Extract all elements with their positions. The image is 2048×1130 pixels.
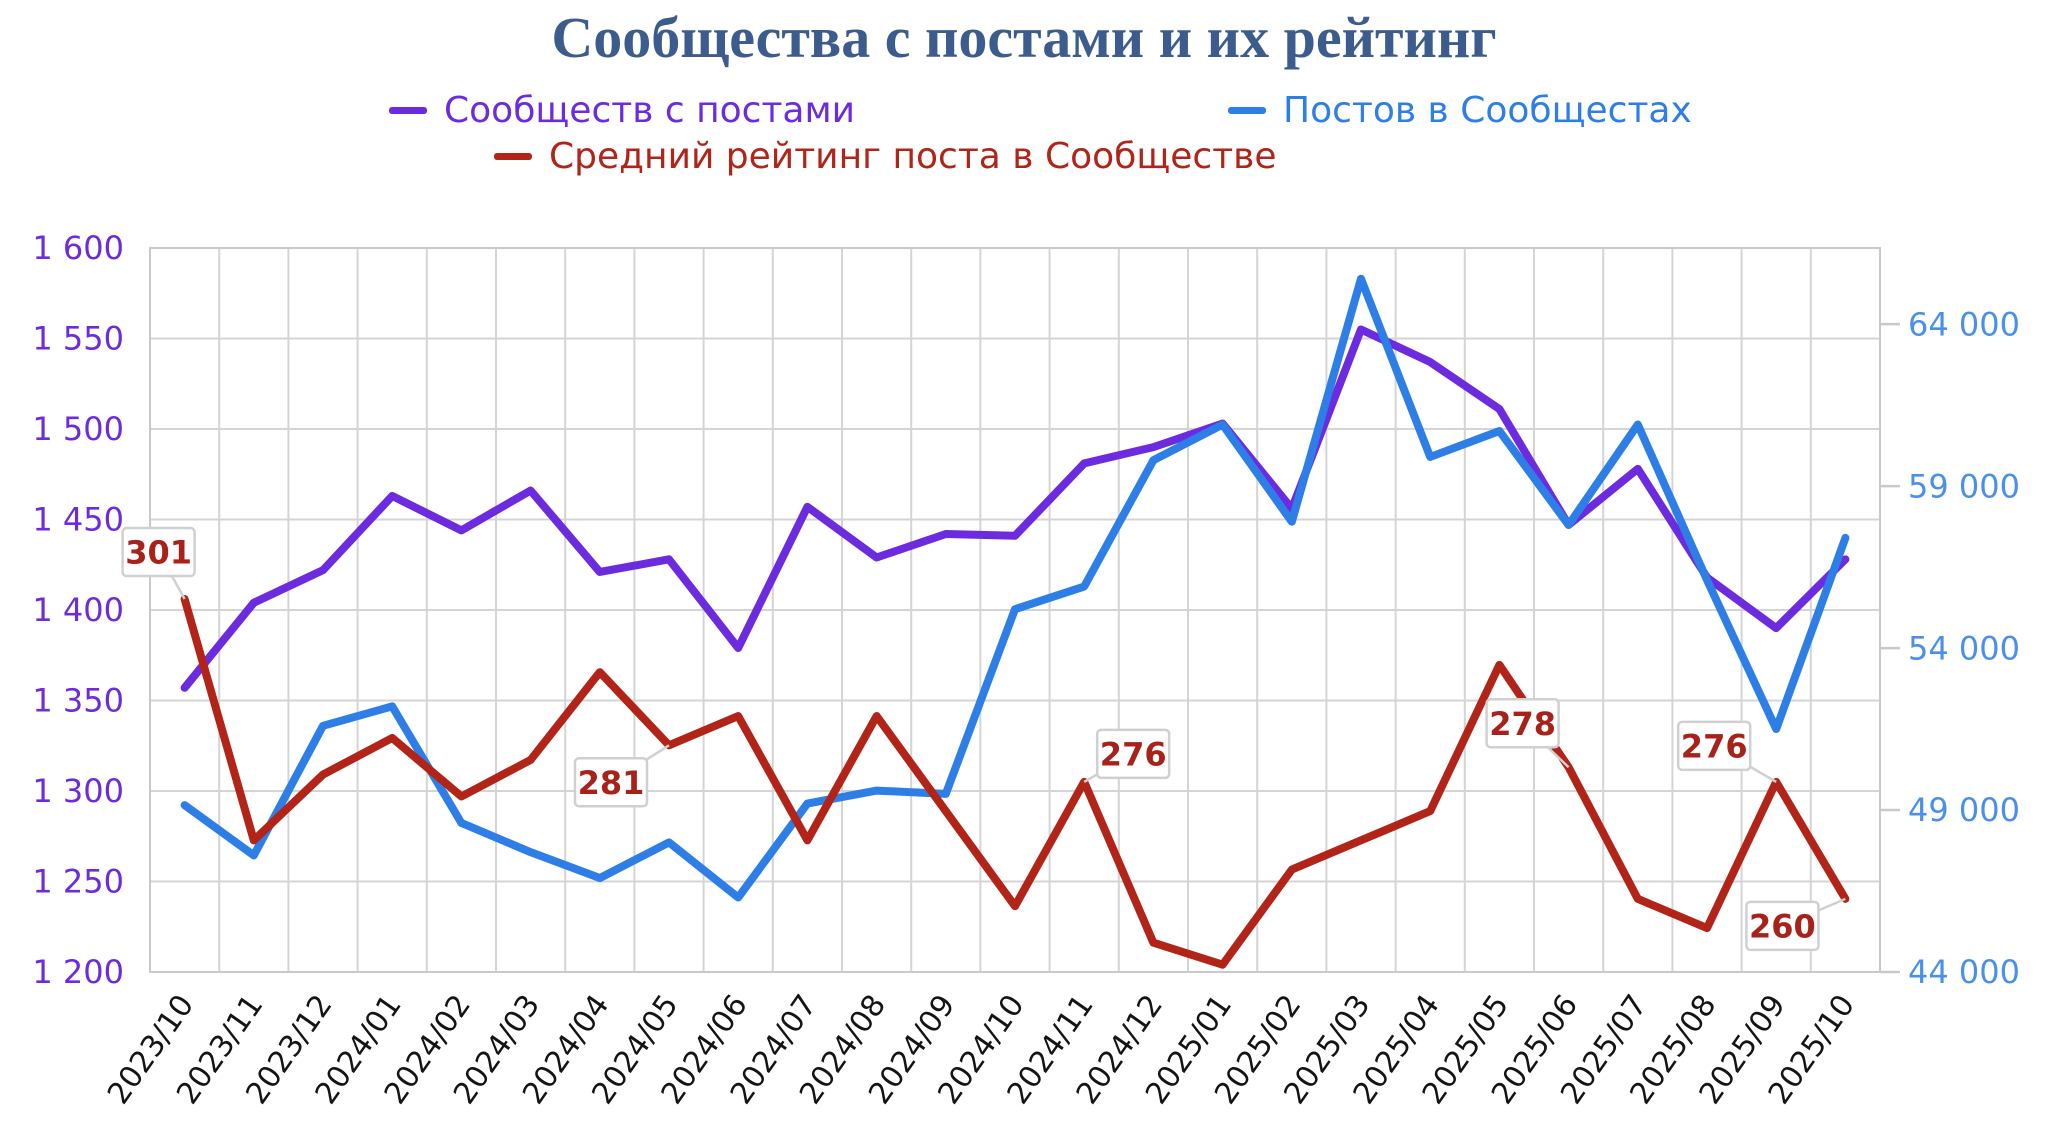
left-axis-tick-label: 1 200 bbox=[32, 953, 124, 991]
callout-box bbox=[1676, 720, 1752, 772]
right-axis-tick-label: 44 000 bbox=[1908, 953, 2020, 991]
callout-box bbox=[1485, 697, 1560, 749]
data-callout: 276 bbox=[1083, 728, 1171, 783]
callout-value: 278 bbox=[1489, 705, 1556, 743]
left-axis-tick-label: 1 250 bbox=[32, 863, 124, 901]
legend-item-posts[interactable]: Постов в Сообщестах bbox=[1228, 88, 1692, 132]
left-axis-tick-label: 1 500 bbox=[32, 410, 124, 448]
left-axis-tick-label: 1 550 bbox=[32, 320, 124, 358]
callout-box bbox=[1095, 728, 1171, 780]
chart-title: Сообщества с постами и их рейтинг bbox=[551, 5, 1497, 70]
plot-border bbox=[149, 247, 1881, 973]
callout-value: 281 bbox=[578, 764, 645, 802]
series-line-0[interactable] bbox=[180, 325, 1850, 692]
data-callout: 260 bbox=[1745, 897, 1846, 952]
left-axis-tick-label: 1 450 bbox=[32, 501, 124, 539]
left-axis-tick-label: 1 350 bbox=[32, 682, 124, 720]
callout-value: 260 bbox=[1749, 907, 1816, 945]
callout-value: 276 bbox=[1100, 735, 1167, 773]
callout-value: 301 bbox=[125, 534, 192, 572]
data-callout: 301 bbox=[121, 526, 196, 600]
data-callout: 278 bbox=[1485, 697, 1570, 769]
legend-item-avg-rating[interactable]: Средний рейтинг поста в Сообществе bbox=[494, 134, 1277, 178]
callout-box bbox=[1745, 900, 1820, 952]
right-axis-tick-label: 59 000 bbox=[1908, 467, 2020, 505]
legend-label-communities: Сообществ с постами bbox=[444, 89, 856, 131]
legend-label-posts: Постов в Сообщестах bbox=[1283, 89, 1692, 131]
right-axis-tick-label: 64 000 bbox=[1908, 305, 2020, 343]
data-callout: 276 bbox=[1676, 720, 1777, 783]
right-axis-tick-label: 49 000 bbox=[1908, 791, 2020, 829]
callout-value: 276 bbox=[1681, 727, 1748, 765]
callout-box bbox=[121, 526, 196, 578]
right-axis-tick-label: 54 000 bbox=[1908, 629, 2020, 667]
legend-label-avg-rating: Средний рейтинг поста в Сообществе bbox=[549, 135, 1277, 177]
legend-swatch-posts bbox=[1228, 106, 1266, 114]
left-axis-tick-label: 1 300 bbox=[32, 772, 124, 810]
callout-box bbox=[573, 757, 649, 808]
left-axis-tick-label: 1 400 bbox=[32, 591, 124, 629]
data-callout: 281 bbox=[573, 744, 670, 808]
legend-swatch-communities bbox=[389, 106, 427, 114]
legend-swatch-avg-rating bbox=[494, 152, 532, 160]
series-line-1[interactable] bbox=[180, 274, 1850, 902]
left-axis-tick-label: 1 600 bbox=[32, 229, 124, 267]
legend-item-communities[interactable]: Сообществ с постами bbox=[389, 88, 855, 132]
